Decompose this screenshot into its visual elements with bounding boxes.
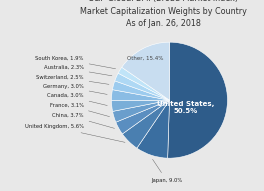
Text: South Korea, 1.9%: South Korea, 1.9%: [35, 56, 116, 69]
Text: Other, 15.4%: Other, 15.4%: [127, 56, 163, 61]
Title: S&P Global BMI (Broad Market Index)
Market Capitalization Weights by Country
As : S&P Global BMI (Broad Market Index) Mark…: [80, 0, 247, 28]
Wedge shape: [115, 73, 169, 100]
Wedge shape: [122, 42, 169, 100]
Text: France, 3.1%: France, 3.1%: [50, 102, 110, 117]
Text: United Kingdom, 5.6%: United Kingdom, 5.6%: [25, 124, 125, 142]
Text: Japan, 9.0%: Japan, 9.0%: [151, 159, 182, 183]
Wedge shape: [122, 100, 169, 148]
Wedge shape: [111, 90, 169, 100]
Wedge shape: [112, 100, 169, 122]
Wedge shape: [112, 81, 169, 100]
Wedge shape: [137, 100, 169, 158]
Text: China, 3.7%: China, 3.7%: [52, 113, 115, 128]
Wedge shape: [116, 100, 169, 134]
Wedge shape: [118, 67, 169, 100]
Text: United States,
50.5%: United States, 50.5%: [157, 101, 214, 114]
Wedge shape: [168, 42, 228, 158]
Text: Canada, 3.0%: Canada, 3.0%: [47, 93, 107, 105]
Text: Germany, 3.0%: Germany, 3.0%: [43, 84, 107, 94]
Wedge shape: [111, 100, 169, 111]
Text: Switzerland, 2.5%: Switzerland, 2.5%: [36, 74, 109, 84]
Text: Australia, 2.3%: Australia, 2.3%: [44, 65, 112, 76]
